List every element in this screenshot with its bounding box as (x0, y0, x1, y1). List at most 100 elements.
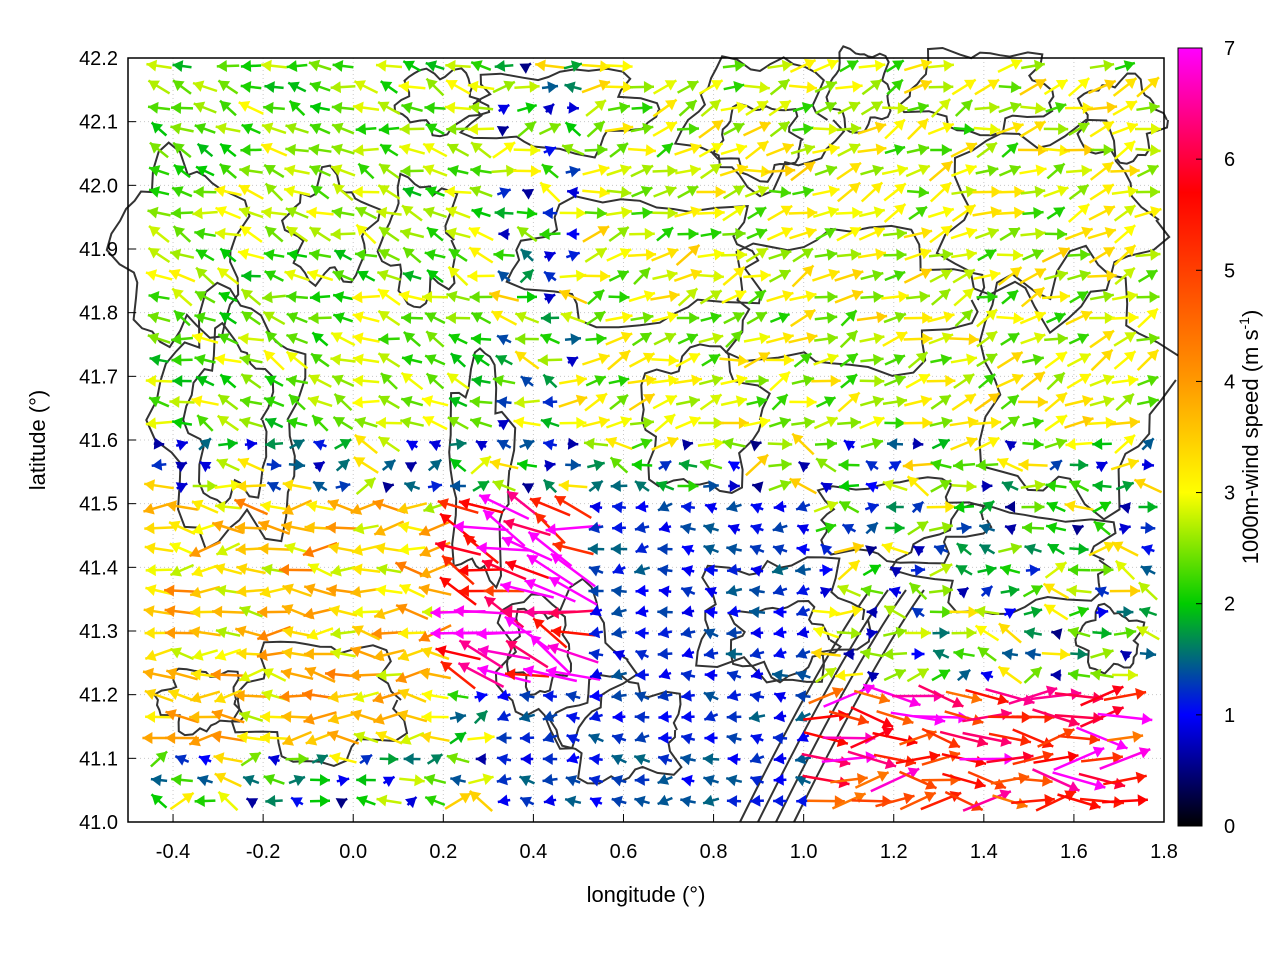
wind-arrow (529, 497, 571, 517)
wind-arrow (722, 437, 746, 450)
y-tick-label: 42.0 (79, 175, 118, 197)
wind-arrow (610, 479, 628, 492)
wind-arrow (399, 774, 425, 787)
wind-arrow (680, 753, 696, 766)
wind-arrow (911, 500, 925, 514)
wind-arrow (444, 101, 472, 114)
wind-arrow (611, 774, 627, 787)
wind-arrow (564, 121, 582, 137)
wind-arrow (1089, 312, 1115, 324)
wind-arrow (421, 711, 449, 723)
wind-arrow (908, 205, 928, 221)
wind-arrow (898, 770, 938, 790)
wind-arrow (1068, 479, 1090, 493)
wind-arrow (504, 559, 550, 580)
wind-arrow (1139, 647, 1157, 660)
wind-arrow (425, 122, 445, 136)
wind-arrow (263, 349, 285, 371)
wind-arrow (1044, 391, 1068, 413)
wind-arrow (285, 143, 309, 156)
wind-arrow (469, 291, 493, 303)
wind-arrow (492, 80, 516, 94)
wind-arrow (303, 583, 337, 597)
wind-arrow (1011, 794, 1055, 806)
wind-arrow (750, 565, 764, 577)
wind-arrow (772, 732, 788, 745)
wind-arrow (496, 125, 510, 137)
wind-arrow (537, 354, 563, 367)
wind-arrow (907, 351, 929, 369)
wind-arrow (699, 289, 723, 305)
wind-arrow (237, 457, 265, 472)
wind-arrow (263, 396, 285, 408)
wind-arrow (860, 647, 884, 660)
wind-arrow (793, 352, 813, 368)
wind-arrow (217, 333, 239, 345)
wind-arrow (974, 605, 1000, 618)
wind-arrow (883, 182, 907, 202)
wind-arrow (928, 521, 954, 534)
wind-arrow (543, 251, 556, 263)
wind-arrow (850, 727, 894, 749)
wind-arrow (906, 143, 930, 156)
wind-arrow (311, 414, 329, 432)
wind-arrow (219, 142, 237, 158)
wind-arrow (307, 395, 333, 408)
wind-arrow (698, 142, 724, 158)
wind-arrow (547, 643, 599, 664)
wind-arrow (539, 228, 561, 240)
wind-arrow (726, 543, 742, 556)
wind-arrow (148, 291, 170, 303)
wind-arrow (1024, 543, 1042, 556)
wind-arrow (589, 668, 603, 680)
wind-arrow (604, 122, 634, 135)
wind-arrow (264, 417, 284, 429)
wind-arrow (425, 330, 445, 348)
wind-arrow (264, 375, 284, 387)
wind-arrow (470, 141, 492, 159)
wind-arrow (445, 79, 471, 95)
wind-arrow (450, 480, 466, 492)
wind-arrow (424, 354, 446, 366)
wind-arrow (976, 352, 998, 368)
wind-arrow (211, 709, 245, 724)
wind-arrow (495, 354, 513, 366)
wind-arrow (516, 225, 538, 243)
wind-arrow (584, 392, 608, 412)
wind-arrow (725, 774, 743, 787)
wind-arrow (426, 269, 444, 283)
wind-arrow (145, 374, 173, 387)
wind-arrow (1044, 228, 1068, 240)
wind-arrow (516, 207, 538, 219)
wind-arrow (520, 753, 534, 765)
wind-arrow (216, 458, 240, 472)
wind-arrow (352, 606, 380, 619)
terrain-contour (105, 141, 251, 349)
y-tick-label: 41.3 (79, 621, 118, 643)
wind-arrow (1025, 564, 1041, 577)
wind-arrow (795, 690, 811, 703)
wind-arrow (751, 481, 764, 494)
wind-arrow (435, 645, 481, 661)
wind-arrow (606, 186, 632, 199)
wind-arrow (978, 500, 996, 514)
wind-arrow (240, 144, 262, 156)
wind-arrow (401, 102, 423, 114)
wind-arrow (306, 206, 334, 219)
wind-arrow (467, 80, 495, 93)
wind-arrow (658, 731, 672, 744)
wind-arrow (1067, 668, 1091, 681)
wind-arrow (883, 604, 907, 620)
wind-arrow (1047, 543, 1065, 555)
wind-arrow (635, 605, 649, 618)
wind-arrow (726, 500, 742, 513)
wind-arrow (1043, 123, 1069, 135)
wind-arrow (930, 479, 952, 493)
wind-arrow (197, 774, 213, 787)
wind-arrow (303, 648, 337, 660)
wind-arrow (722, 227, 746, 240)
wind-arrow (652, 164, 678, 177)
wind-arrow (611, 626, 627, 639)
wind-arrow (866, 628, 878, 640)
wind-arrow (245, 797, 259, 809)
